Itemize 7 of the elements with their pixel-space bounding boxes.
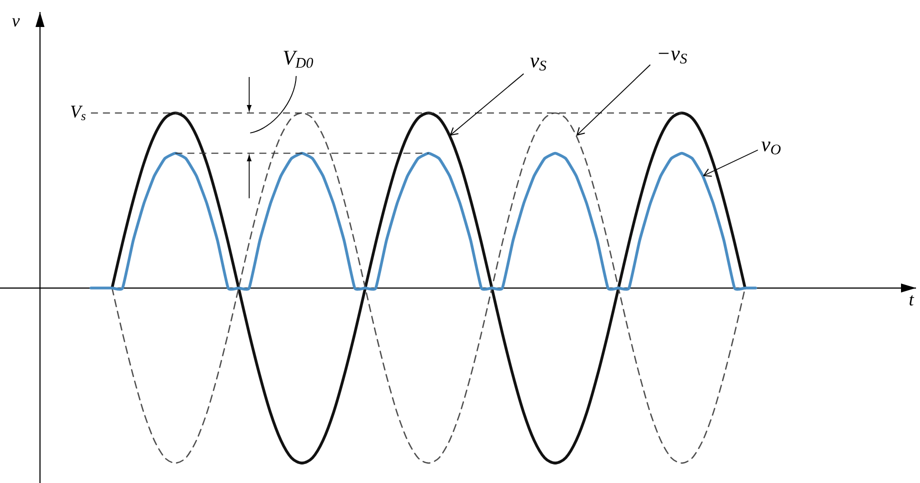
text: −v$_{S}$ [658, 50, 687, 64]
text: v$_{S}$ [530, 58, 546, 71]
text: V$_{D0}$ [284, 50, 314, 68]
text: v$_{O}$ [761, 142, 781, 154]
text: t [910, 295, 914, 306]
text: v [12, 18, 20, 27]
ref-line-label: V$_{s}$ [70, 106, 86, 120]
